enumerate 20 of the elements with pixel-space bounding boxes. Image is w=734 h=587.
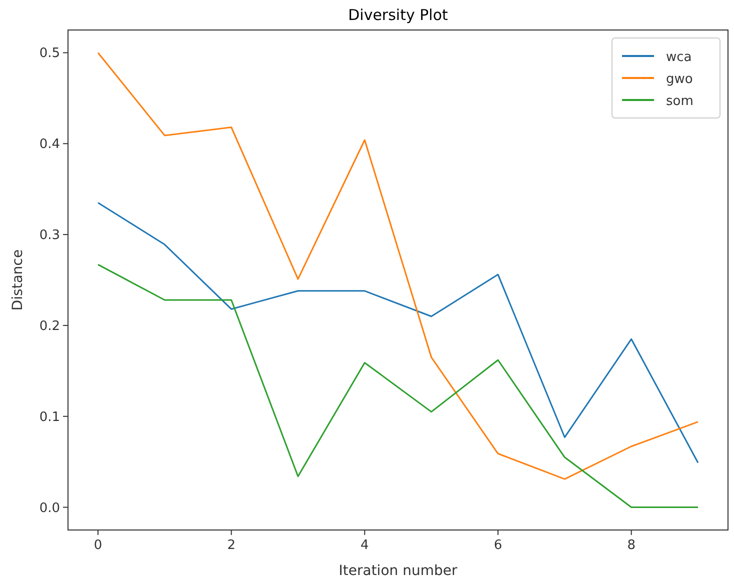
y-tick-label: 0.3 <box>39 228 60 244</box>
y-tick-label: 0.4 <box>39 137 60 152</box>
y-tick-label: 0.2 <box>39 318 60 334</box>
x-tick-label: 6 <box>494 538 502 553</box>
y-axis-title: Distance <box>10 249 26 311</box>
x-tick-label: 2 <box>227 538 236 553</box>
legend-label: som <box>666 94 694 109</box>
line-series <box>97 264 699 508</box>
x-tick-label: 0 <box>94 538 102 553</box>
legend-label: wca <box>666 50 692 65</box>
x-tick-label: 4 <box>360 538 369 553</box>
y-tick-label: 0.5 <box>39 46 60 62</box>
legend-label: gwo <box>666 72 693 87</box>
line-series <box>97 202 699 464</box>
x-tick-label: 8 <box>627 538 636 553</box>
line-series <box>97 52 699 480</box>
x-axis-title: Iteration number <box>338 563 458 579</box>
chart-title: Diversity Plot <box>348 6 448 24</box>
y-tick-label: 0.1 <box>39 410 60 425</box>
y-tick-label: 0.0 <box>39 500 60 516</box>
